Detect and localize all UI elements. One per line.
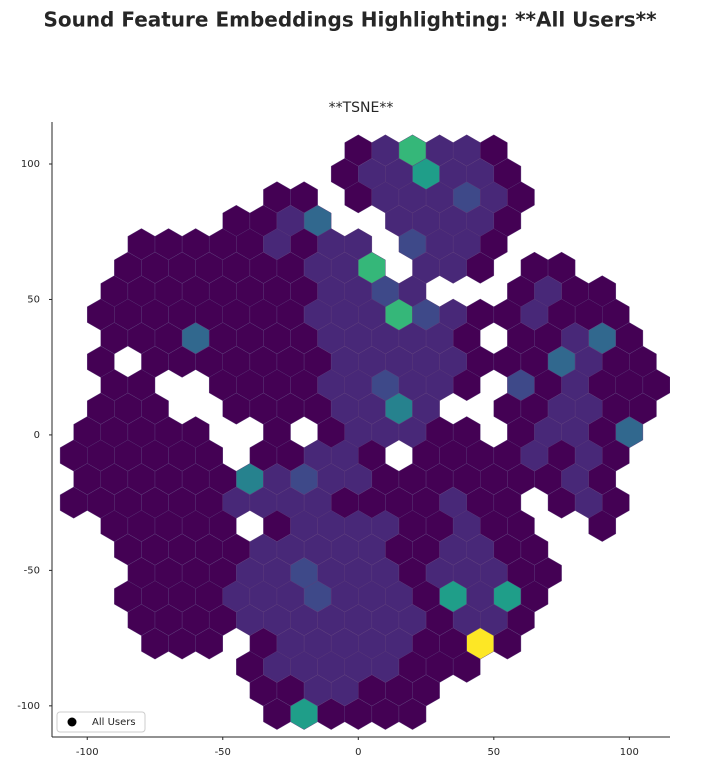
y-tick-label: 100 <box>21 159 40 170</box>
hexbin-cell <box>452 369 481 401</box>
axes-title: **TSNE** <box>329 100 394 116</box>
y-tick-label: -50 <box>24 565 40 576</box>
y-tick-label: 0 <box>34 430 40 441</box>
y-tick-label: 50 <box>27 294 40 305</box>
legend-box <box>56 711 146 733</box>
x-tick-label: 50 <box>487 747 500 758</box>
legend-label: All Users <box>92 717 136 728</box>
hexbin-cell <box>452 650 481 683</box>
hexbin-cell <box>466 251 495 284</box>
hexbin-cell <box>195 627 223 660</box>
legend: All Users <box>56 711 146 733</box>
hexbin-layer <box>59 134 670 730</box>
legend-marker <box>67 717 77 727</box>
hexbin-cell <box>588 510 616 542</box>
x-tick-label: -100 <box>76 747 99 758</box>
y-tick-label: -100 <box>17 701 40 712</box>
x-tick-label: 0 <box>355 747 361 758</box>
hexbin-cell <box>398 698 427 730</box>
x-tick-label: -50 <box>215 747 231 758</box>
hexbin-cell <box>493 627 522 660</box>
chart-title: Sound Feature Embeddings Highlighting: *… <box>43 8 657 32</box>
x-tick-label: 100 <box>620 747 639 758</box>
